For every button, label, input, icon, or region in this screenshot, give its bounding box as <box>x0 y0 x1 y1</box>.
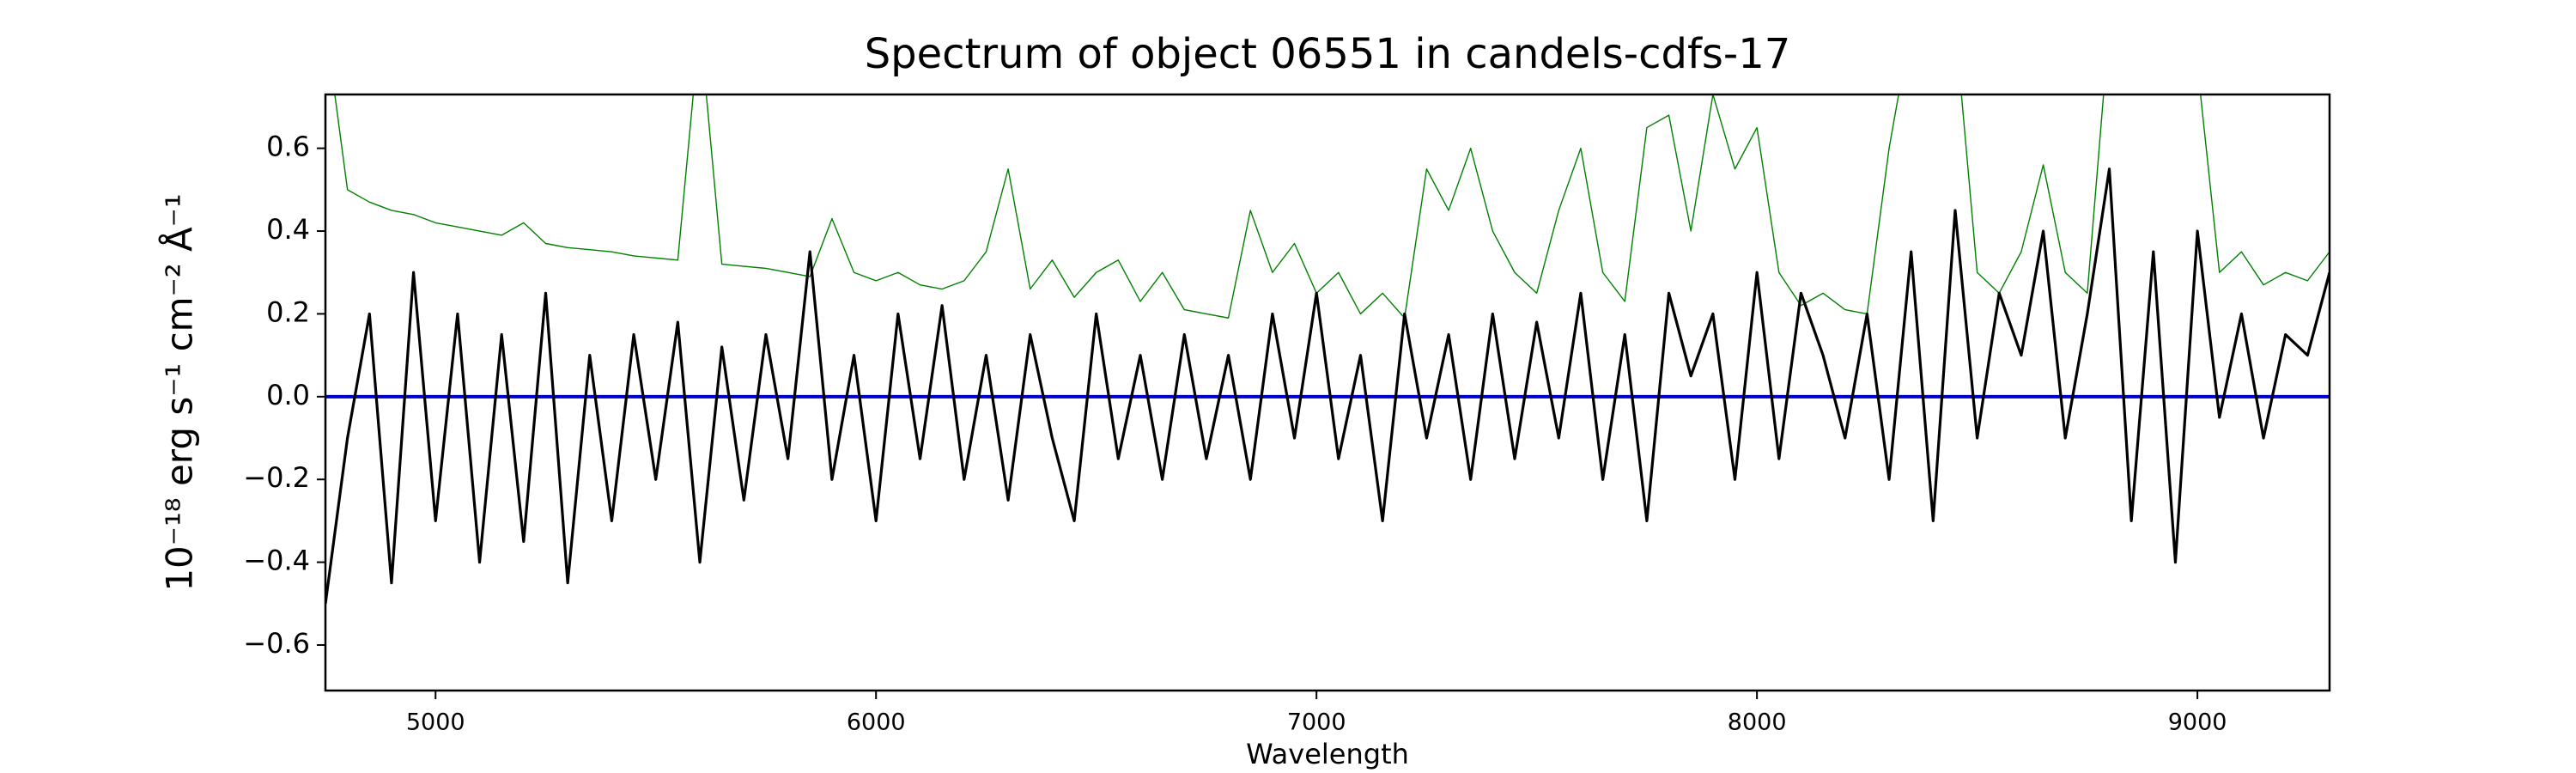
x-tick-label: 5000 <box>406 709 465 736</box>
y-tick-label: 0.0 <box>266 379 310 411</box>
x-tick-label: 8000 <box>1728 709 1787 736</box>
spectrum-line <box>334 94 2330 319</box>
y-tick-label: 0.2 <box>266 295 310 328</box>
chart-title: Spectrum of object 06551 in candels-cdfs… <box>865 30 1791 78</box>
plot-area <box>325 94 2330 605</box>
spectrum-line <box>325 167 2330 605</box>
x-tick-label: 7000 <box>1287 709 1346 736</box>
y-tick-label: −0.2 <box>243 461 310 494</box>
x-axis-label: Wavelength <box>1246 738 1409 770</box>
y-tick-label: −0.4 <box>243 545 310 577</box>
plot-frame <box>324 93 2331 692</box>
x-tick-label: 9000 <box>2168 709 2227 736</box>
y-axis-label: 10⁻¹⁸ erg s⁻¹ cm⁻² Å⁻¹ <box>158 193 201 591</box>
y-tick-label: 0.6 <box>266 131 310 163</box>
y-tick-label: −0.6 <box>243 627 310 660</box>
x-tick-label: 6000 <box>847 709 906 736</box>
y-tick-label: 0.4 <box>266 213 310 246</box>
